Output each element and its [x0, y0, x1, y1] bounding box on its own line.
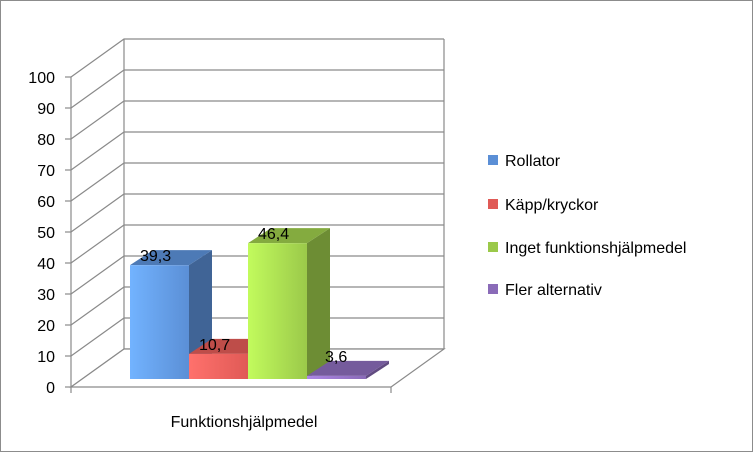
y-tick-label: 90 — [37, 101, 55, 118]
bar-front — [248, 243, 307, 379]
y-tick-label: 100 — [28, 70, 55, 87]
bar-side — [307, 228, 330, 379]
gridline — [70, 69, 444, 109]
y-tick-label: 60 — [37, 194, 55, 211]
legend-label: Käpp/kryckor — [505, 197, 599, 214]
legend-item: Inget funktionshjälpmedel — [488, 240, 686, 257]
y-tick-label: 40 — [37, 256, 55, 273]
data-label: 46,4 — [258, 226, 289, 243]
bar-front — [189, 353, 248, 379]
y-tick-label: 50 — [37, 225, 55, 242]
gridline — [70, 100, 444, 140]
legend-label: Rollator — [505, 153, 561, 170]
bar-top — [307, 360, 389, 376]
y-tick-label: 0 — [46, 380, 55, 397]
legend-label: Inget funktionshjälpmedel — [505, 240, 686, 257]
bar-top — [130, 250, 212, 266]
y-tick-label: 70 — [37, 163, 55, 180]
x-axis: Funktionshjälpmedel — [70, 387, 392, 431]
bar-4 — [307, 360, 389, 379]
gridline — [70, 131, 444, 171]
bar-front — [130, 265, 189, 379]
legend-item: Käpp/kryckor — [488, 197, 599, 214]
bars — [130, 228, 389, 379]
data-label: 39,3 — [140, 248, 171, 265]
gridlines — [70, 38, 445, 388]
x-category-label: Funktionshjälpmedel — [171, 414, 318, 431]
legend-label: Fler alternativ — [505, 282, 602, 299]
legend-item: Rollator — [488, 153, 561, 170]
y-tick-label: 30 — [37, 287, 55, 304]
y-tick-label: 80 — [37, 132, 55, 149]
legend-swatch — [488, 199, 498, 209]
gridline — [70, 162, 444, 202]
legend-swatch — [488, 155, 498, 165]
bar-top — [248, 228, 330, 244]
gridline — [70, 38, 444, 78]
legend-swatch — [488, 284, 498, 294]
y-tick-label: 20 — [37, 318, 55, 335]
legend-item: Fler alternativ — [488, 282, 602, 299]
data-label: 3,6 — [325, 349, 347, 366]
y-tick-label: 10 — [37, 349, 55, 366]
y-axis: 0 10 20 30 40 50 60 70 80 90 100 — [28, 70, 72, 397]
data-label: 10,7 — [199, 337, 230, 354]
legend-swatch — [488, 242, 498, 252]
data-labels: 39,3 10,7 46,4 3,6 — [140, 226, 347, 366]
bar-1 — [130, 250, 212, 379]
bar-side — [366, 360, 389, 379]
bar-front — [307, 375, 366, 379]
legend: Rollator Käpp/kryckor Inget funktionshjälp… — [488, 153, 686, 299]
bar-3 — [248, 228, 330, 379]
